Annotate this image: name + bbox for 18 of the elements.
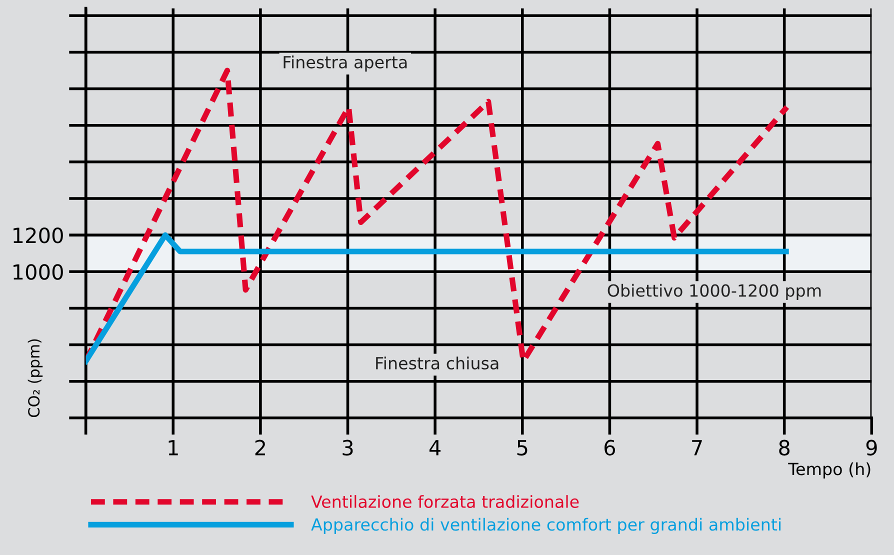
x-tick-label: 2	[255, 440, 265, 456]
x-axis-title: Tempo (h)	[788, 462, 870, 479]
y-tick-label: 1200	[14, 228, 63, 244]
y-axis-title: CO₂ (ppm)	[28, 339, 43, 418]
text: Apparecchio di ventilazione comfort per grandi ambienti	[311, 518, 781, 534]
annotation: Finestra aperta	[284, 56, 407, 72]
band-label: Obiettivo 1000-1200 ppm	[608, 284, 821, 300]
x-tick-label: 7	[692, 440, 702, 456]
x-tick-label: 5	[517, 440, 528, 456]
y-tick-label: 1000	[14, 264, 63, 280]
x-tick-label: 9	[866, 440, 877, 456]
annotation: Finestra chiusa	[376, 356, 498, 370]
x-tick-label: 4	[429, 440, 441, 456]
text: Ventilazione forzata tradizionale	[311, 495, 579, 508]
x-tick-label: 3	[342, 440, 353, 456]
x-tick-label: 6	[604, 440, 616, 456]
x-tick-label: 8	[779, 440, 790, 456]
x-tick-label: 1	[168, 440, 178, 456]
